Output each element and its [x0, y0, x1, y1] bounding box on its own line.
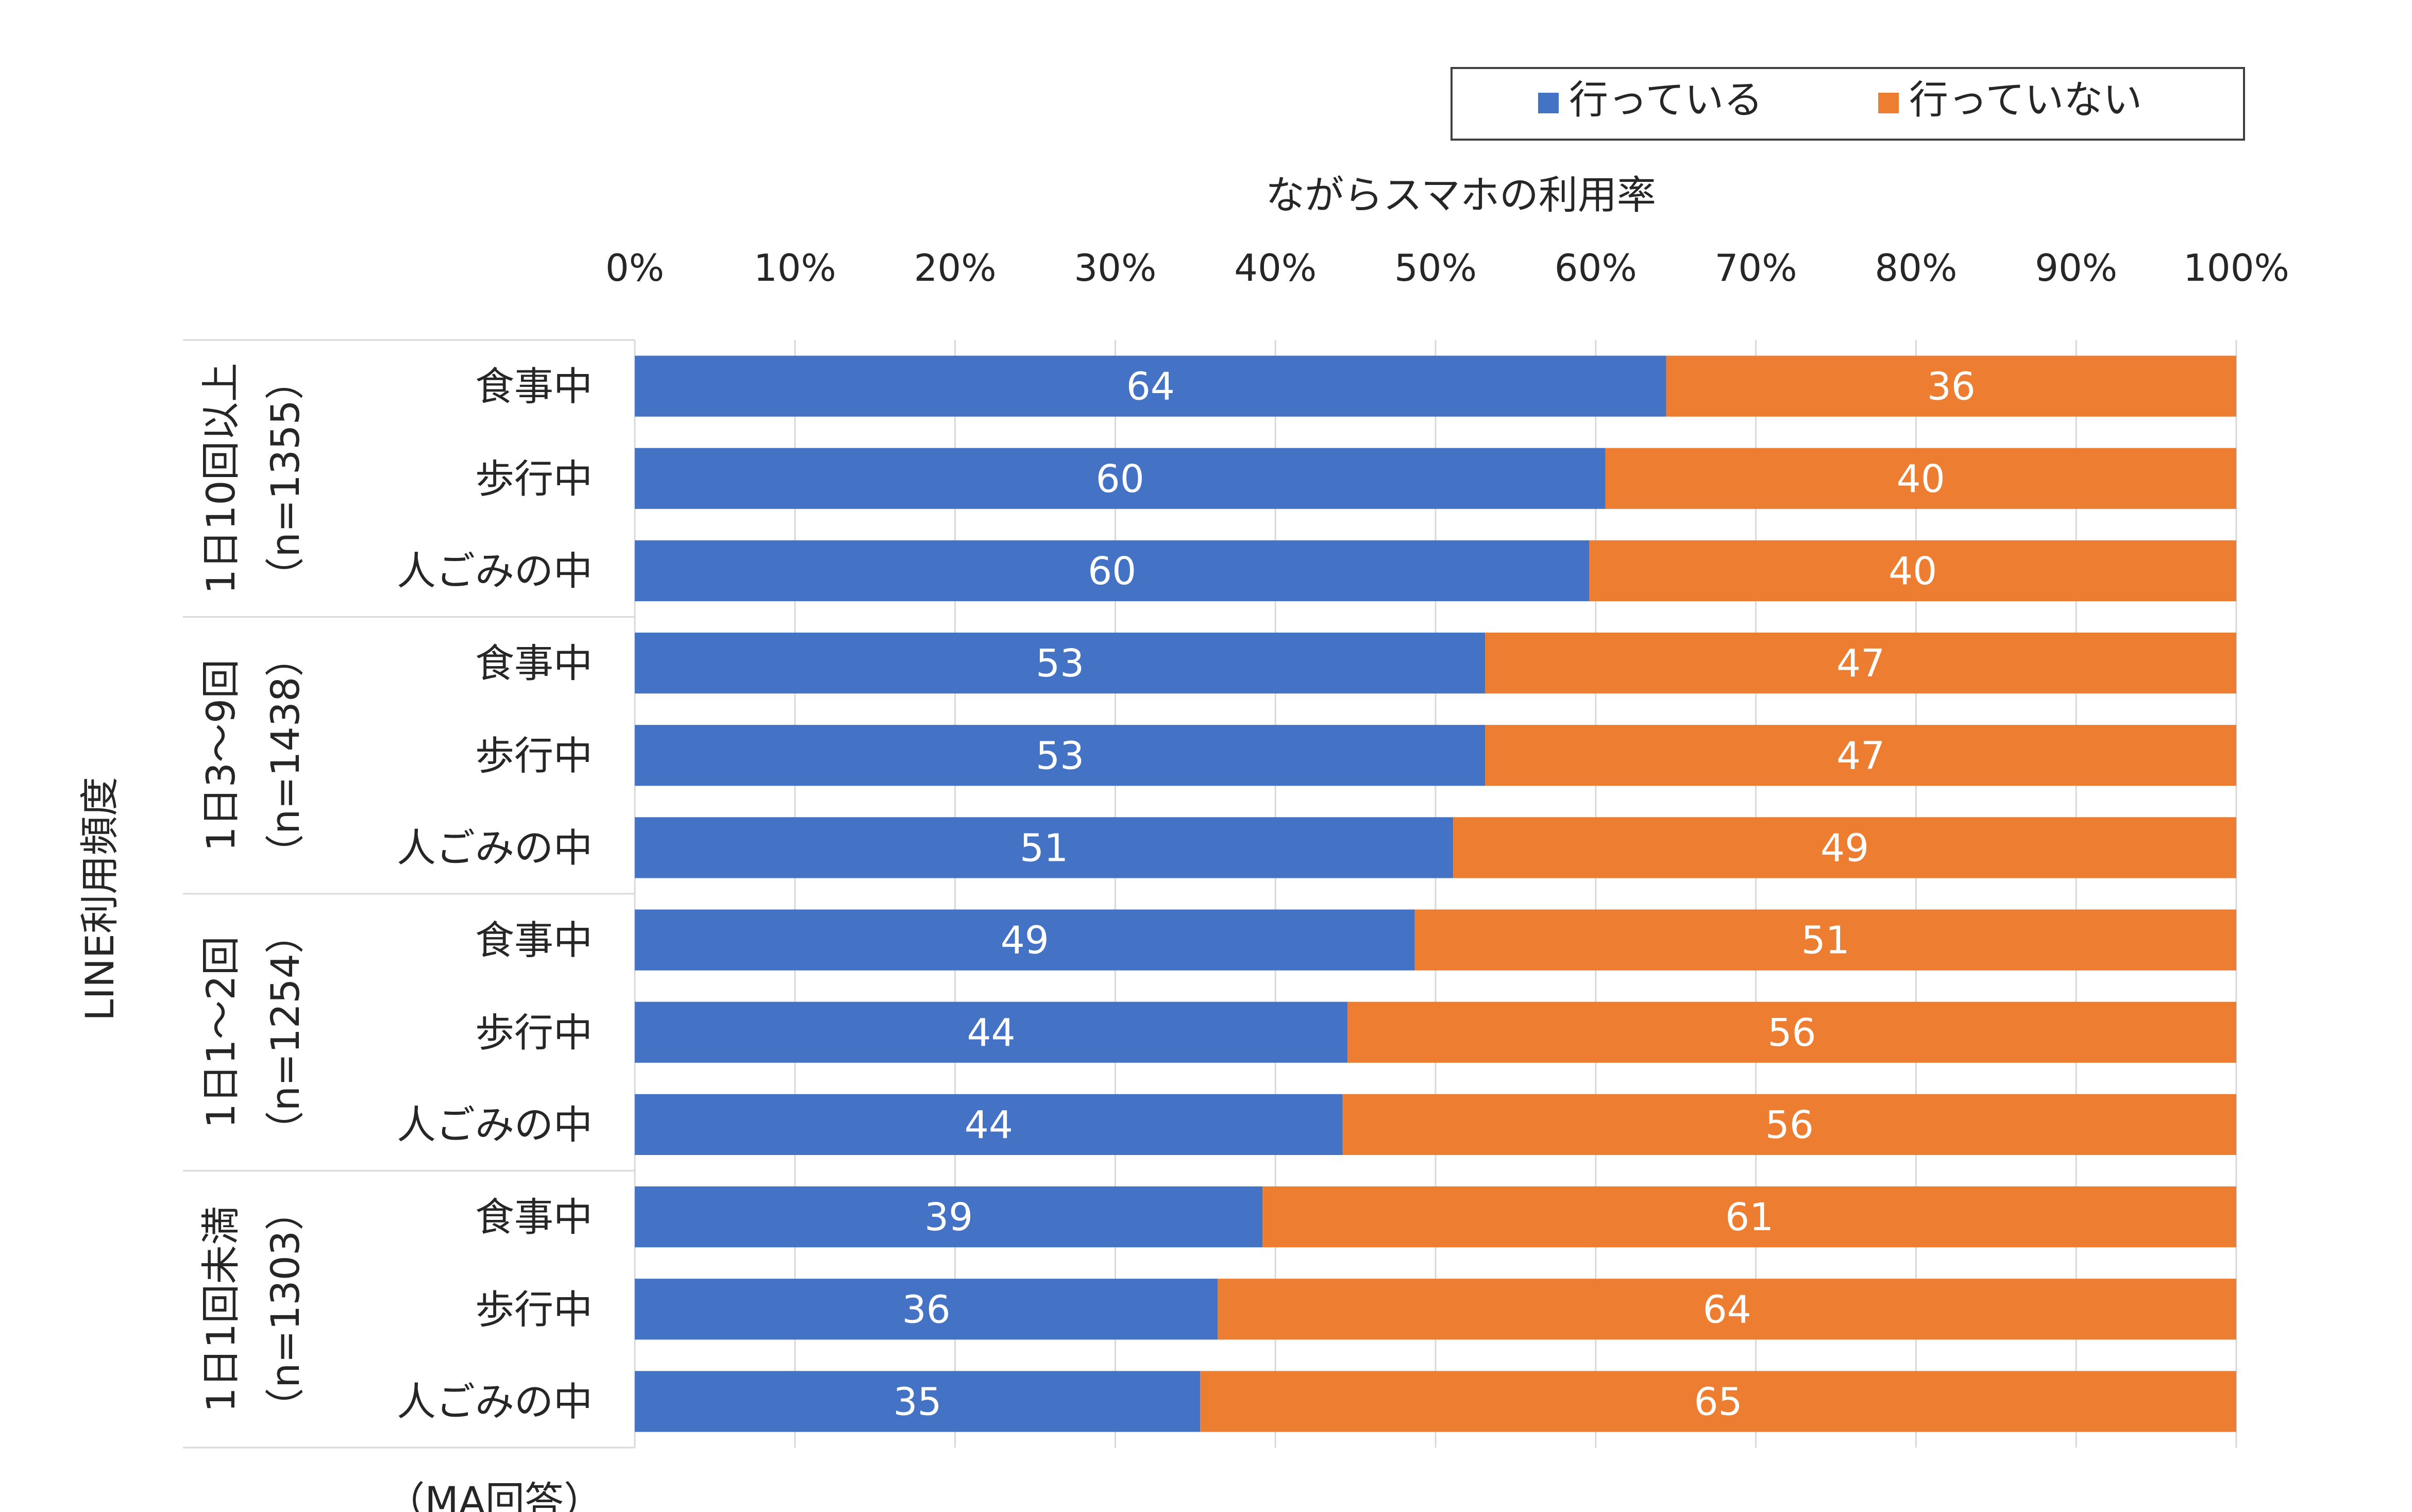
data-label-not-done: 65 [1694, 1380, 1742, 1424]
category-label: 人ごみの中 [397, 825, 593, 871]
x-tick-label: 90% [2035, 246, 2117, 290]
bar-done [635, 1094, 1343, 1156]
data-label-not-done: 40 [1888, 549, 1937, 593]
data-label-done: 53 [1036, 734, 1084, 778]
bar-not-done [1218, 1279, 2236, 1340]
category-label: 食事中 [475, 1194, 593, 1240]
data-label-done: 60 [1096, 457, 1144, 501]
data-label-not-done: 56 [1767, 1011, 1816, 1055]
bar-not-done [1200, 1371, 2236, 1432]
bars: 64 36 60 40 60 40 53 47 53 47 51 49 49 51 44 56 44 56 39 61… [635, 355, 2236, 1432]
data-label-not-done: 47 [1836, 641, 1885, 686]
legend-label-not-done: 行っていない [1909, 77, 2142, 123]
group-label: 1日10回以上 [198, 363, 244, 594]
group-sample-size: （n=1438） [262, 638, 308, 873]
x-tick-label: 20% [914, 246, 997, 290]
data-label-done: 36 [902, 1287, 951, 1332]
data-label-not-done: 36 [1927, 365, 1976, 409]
category-frame [183, 339, 636, 1449]
category-labels: 食事中歩行中人ごみの中食事中歩行中人ごみの中食事中歩行中人ごみの中食事中歩行中人… [198, 361, 593, 1427]
x-tick-label: 80% [1875, 246, 1957, 290]
bar-done [635, 632, 1486, 694]
data-label-done: 53 [1036, 641, 1084, 686]
bar-not-done [1262, 1186, 2236, 1248]
category-label: 人ごみの中 [397, 1102, 593, 1148]
group-label: 1日1～2回 [198, 936, 244, 1128]
bar-not-done [1453, 817, 2236, 878]
bar-not-done [1666, 355, 2236, 417]
data-label-not-done: 49 [1820, 826, 1869, 870]
legend-box [1450, 67, 2245, 141]
x-tick-label: 60% [1555, 246, 1637, 290]
data-label-not-done: 61 [1725, 1195, 1774, 1239]
group-sample-size: （n=1303） [262, 1192, 308, 1427]
bar-done [635, 1371, 1201, 1432]
data-label-not-done: 40 [1897, 457, 1945, 501]
x-tick-labels: 0% 10% 20% 30% 40% 50% 60% 70% 80% 90% 100% [605, 246, 2289, 290]
bar-not-done [1589, 540, 2236, 602]
data-label-not-done: 51 [1801, 919, 1850, 963]
category-label: 歩行中 [475, 1010, 593, 1056]
category-label: 歩行中 [475, 456, 593, 502]
bar-not-done [1485, 632, 2236, 694]
bar-not-done [1414, 909, 2236, 971]
category-label: 食事中 [475, 918, 593, 963]
y-axis-title: LINE利用頻度 [77, 777, 123, 1021]
data-label-done: 51 [1020, 826, 1068, 870]
category-label: 人ごみの中 [397, 548, 593, 594]
legend-label-done: 行っている [1569, 77, 1763, 123]
category-label: 歩行中 [475, 1286, 593, 1332]
x-tick-label: 70% [1715, 246, 1797, 290]
note-label: （MA回答） [385, 1478, 603, 1512]
data-label-not-done: 47 [1836, 734, 1885, 778]
bar-done [635, 540, 1590, 602]
x-tick-label: 50% [1394, 246, 1477, 290]
group-label: 1日3～9回 [198, 659, 244, 852]
bar-done [635, 355, 1666, 417]
x-tick-label: 40% [1234, 246, 1317, 290]
group-label: 1日1回未満 [198, 1206, 244, 1413]
data-label-done: 49 [1001, 919, 1049, 963]
category-label: 人ごみの中 [397, 1379, 593, 1424]
data-label-done: 35 [893, 1380, 941, 1424]
category-label: 食事中 [475, 640, 593, 686]
bar-done [635, 1186, 1263, 1248]
data-label-done: 64 [1126, 365, 1175, 409]
data-label-done: 44 [967, 1011, 1015, 1055]
legend-swatch-done [1538, 93, 1559, 113]
data-label-not-done: 56 [1765, 1103, 1814, 1147]
group-sample-size: （n=1254） [262, 914, 308, 1150]
legend-swatch-not-done [1878, 93, 1899, 113]
bar-not-done [1605, 448, 2236, 509]
x-tick-label: 0% [605, 246, 664, 290]
bar-done [635, 725, 1486, 786]
x-tick-label: 30% [1074, 246, 1156, 290]
category-label: 食事中 [475, 364, 593, 410]
chart-title: ながらスマホの利用率 [1266, 172, 1656, 218]
bar-done [635, 909, 1415, 971]
data-label-done: 60 [1088, 549, 1136, 593]
bar-done [635, 1001, 1348, 1063]
data-label-not-done: 64 [1703, 1287, 1751, 1332]
category-label: 歩行中 [475, 733, 593, 778]
group-sample-size: （n=1355） [262, 361, 308, 596]
bar-not-done [1342, 1094, 2236, 1156]
legend: 行っている 行っていない [1450, 67, 2245, 141]
bar-done [635, 817, 1454, 878]
bar-done [635, 448, 1606, 509]
bar-not-done [1347, 1001, 2236, 1063]
bar-done [635, 1279, 1218, 1340]
bar-not-done [1485, 725, 2236, 786]
x-tick-label: 10% [754, 246, 836, 290]
data-label-done: 44 [965, 1103, 1013, 1147]
data-label-done: 39 [924, 1195, 973, 1239]
x-tick-label: 100% [2183, 246, 2289, 290]
